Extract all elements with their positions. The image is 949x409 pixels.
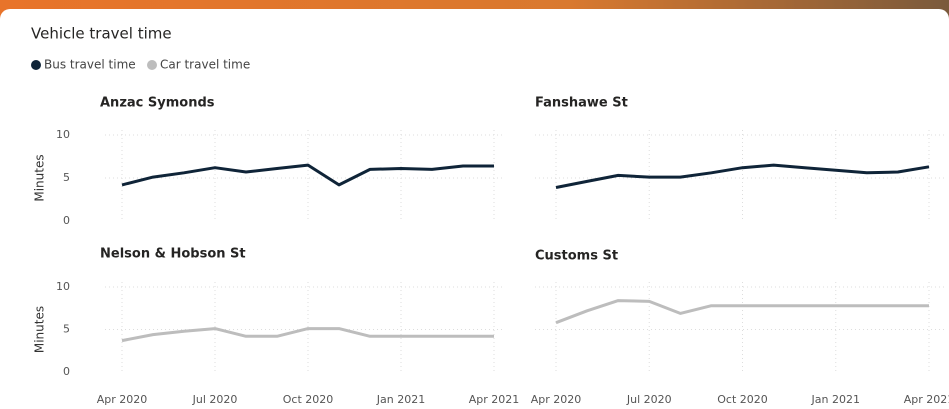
page: Vehicle travel time Bus travel time Car … [0,0,949,409]
x-tick-label: Apr 2020 [531,393,582,406]
x-tick-label: Jul 2020 [192,393,238,406]
panel-title: Anzac Symonds [100,96,215,111]
y-tick-label: 0 [63,365,70,378]
y-axis-label: Minutes [33,306,47,353]
panel-title: Fanshawe St [535,96,628,111]
y-tick-label: 10 [56,128,70,141]
x-tick-label: Jan 2021 [376,393,425,406]
y-tick-label: 5 [63,171,70,184]
legend-label: Car travel time [160,58,250,72]
panel-title: Customs St [535,249,618,264]
x-tick-label: Apr 2021 [904,393,949,406]
y-tick-label: 5 [63,323,70,336]
y-tick-label: 0 [63,214,70,227]
legend-swatch [31,60,41,70]
x-tick-label: Jan 2021 [811,393,860,406]
x-tick-label: Apr 2020 [97,393,148,406]
x-tick-label: Oct 2020 [717,393,768,406]
card [0,9,949,409]
legend-label: Bus travel time [44,58,136,72]
x-tick-label: Jul 2020 [626,393,672,406]
x-tick-label: Apr 2021 [469,393,520,406]
chart: Vehicle travel time Bus travel time Car … [0,0,949,409]
legend-swatch [147,60,157,70]
y-tick-label: 10 [56,280,70,293]
x-tick-label: Oct 2020 [283,393,334,406]
page-title: Vehicle travel time [31,25,172,43]
panel-title: Nelson & Hobson St [100,247,246,262]
y-axis-label: Minutes [33,154,47,201]
